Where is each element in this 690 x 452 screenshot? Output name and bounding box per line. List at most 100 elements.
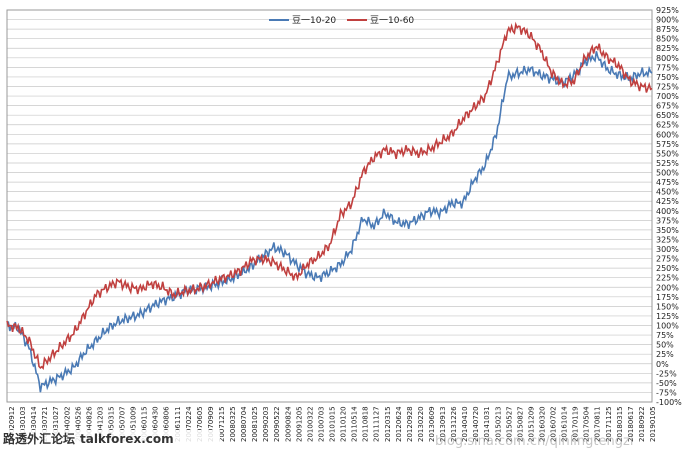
x-tick-label: 20090824 (284, 406, 292, 442)
y-tick-label: 900% (656, 16, 679, 25)
y-tick-label: 150% (656, 302, 679, 311)
y-tick-label: 550% (656, 149, 679, 158)
y-tick-label: 525% (656, 159, 679, 168)
y-tick-label: 825% (656, 44, 679, 53)
y-tick-label: 475% (656, 178, 679, 187)
x-tick-label: 20120315 (384, 406, 392, 442)
y-tick-label: 800% (656, 54, 679, 63)
y-tick-label: 100% (656, 322, 679, 331)
x-tick-label: 20151209 (527, 406, 535, 442)
y-tick-label: 75% (656, 331, 674, 340)
legend: 豆一10-20 豆一10-60 (269, 15, 414, 26)
x-tick-label: 20080325 (229, 406, 237, 442)
y-tick-label: 750% (656, 73, 679, 82)
x-tick-label: 20071215 (218, 406, 226, 442)
x-tick-label: 20080704 (240, 406, 248, 442)
x-tick-label: 20131226 (450, 406, 458, 442)
x-tick-label: 20140410 (461, 406, 469, 442)
x-tick-label: 20160702 (550, 406, 558, 442)
y-tick-label: 225% (656, 274, 679, 283)
series-lines (6, 21, 653, 393)
x-tick-label: 20170504 (583, 406, 591, 442)
y-tick-label: 350% (656, 226, 679, 235)
y-tick-label: 25% (656, 350, 674, 359)
x-tick-label: 20090522 (273, 406, 281, 442)
x-tick-label: 20150527 (505, 406, 513, 442)
x-tick-label: 20051009 (130, 406, 138, 442)
x-tick-label: 20110120 (340, 406, 348, 442)
x-tick-label: 20120624 (395, 406, 403, 442)
x-tick-label: 20130220 (417, 406, 425, 442)
x-tick-label: 20100322 (306, 406, 314, 442)
y-tick-label: 50% (656, 341, 674, 350)
x-tick-label: 20040202 (63, 406, 71, 442)
y-tick-label: 700% (656, 92, 679, 101)
y-tick-label: 200% (656, 283, 679, 292)
x-tick-label: 20060806 (163, 406, 171, 442)
x-tick-label: 20070909 (207, 406, 215, 442)
y-tick-label: 325% (656, 235, 679, 244)
x-tick-label: 20110818 (362, 406, 370, 442)
x-tick-label: 20180315 (616, 406, 624, 442)
x-tick-label: 20111127 (373, 406, 381, 442)
y-tick-label: 275% (656, 255, 679, 264)
x-tick-label: 20070605 (196, 406, 204, 442)
y-tick-label: 375% (656, 216, 679, 225)
legend-label-series-2: 豆一10-60 (370, 15, 414, 26)
series-line-1 (6, 51, 653, 393)
y-tick-label: 875% (656, 25, 679, 34)
x-tick-label: 20050707 (119, 406, 127, 442)
watermark-chinese: 路透外汇论坛 (3, 431, 75, 446)
legend-label-series-1: 豆一10-20 (292, 15, 336, 26)
watermark-backdrop (0, 430, 220, 447)
y-tick-label: 600% (656, 130, 679, 139)
x-tick-label: 20031027 (52, 406, 60, 442)
y-tick-label: 0% (656, 360, 669, 369)
watermark: 路透外汇论坛 talkforex.com blog.sina.com.cn/qi… (0, 430, 633, 449)
y-tick-label: -50% (656, 379, 677, 388)
x-tick-label: 20130609 (428, 406, 436, 442)
x-tick-label: 20170811 (594, 406, 602, 442)
grid-lines (7, 9, 652, 403)
y-tick-label: 625% (656, 121, 679, 130)
x-tick-label: 20100703 (317, 406, 325, 442)
x-tick-label: 20190105 (649, 406, 657, 442)
x-tick-label: 20101015 (329, 406, 337, 442)
x-tick-label: 20180922 (638, 406, 646, 442)
y-tick-label: -75% (656, 388, 677, 397)
x-tick-label: 20070224 (185, 406, 193, 442)
y-tick-label: 500% (656, 169, 679, 178)
x-tick-label: 20161014 (561, 406, 569, 442)
y-tick-label: 775% (656, 63, 679, 72)
x-tick-label: 20040526 (74, 406, 82, 442)
y-tick-label: 925% (656, 6, 679, 15)
x-tick-label: 20061111 (174, 406, 182, 442)
x-tick-label: 20160320 (538, 406, 546, 442)
x-tick-label: 20130913 (439, 406, 447, 442)
y-axis-ticks: 925%900%875%850%825%800%775%750%725%700%… (656, 6, 682, 407)
series-line-2 (6, 21, 653, 371)
x-tick-label: 20020912 (8, 406, 16, 442)
x-tick-label: 20180617 (627, 406, 635, 442)
y-tick-label: 650% (656, 111, 679, 120)
x-tick-label: 20050315 (107, 406, 115, 442)
y-tick-label: 425% (656, 197, 679, 206)
y-tick-label: 575% (656, 140, 679, 149)
y-tick-label: 725% (656, 82, 679, 91)
x-tick-label: 20030414 (30, 406, 38, 442)
y-tick-label: 675% (656, 102, 679, 111)
x-tick-label: 20170119 (572, 406, 580, 442)
x-tick-label: 20110514 (351, 406, 359, 442)
y-tick-label: 125% (656, 312, 679, 321)
y-tick-label: 450% (656, 188, 679, 197)
y-tick-label: -25% (656, 369, 677, 378)
x-tick-label: 20090203 (262, 406, 270, 442)
x-tick-label: 20171125 (605, 406, 613, 442)
x-tick-label: 20030103 (19, 406, 27, 442)
x-tick-label: 20091205 (295, 406, 303, 442)
x-tick-label: 20150827 (516, 406, 524, 442)
y-tick-label: 175% (656, 293, 679, 302)
x-tick-label: 20060115 (141, 406, 149, 442)
